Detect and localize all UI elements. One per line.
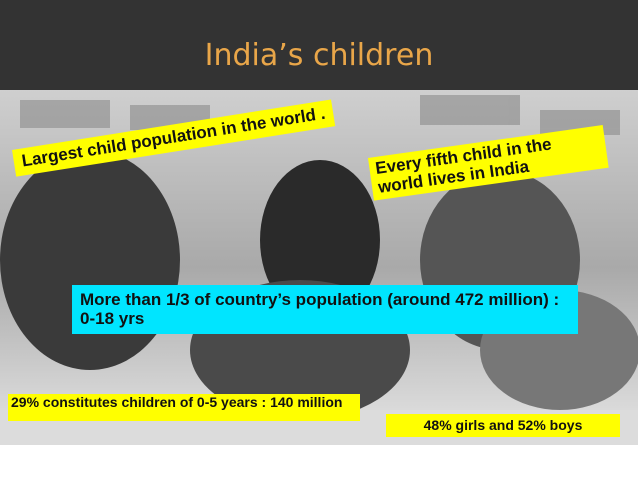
callout: 48% girls and 52% boys: [386, 414, 620, 438]
title-bar: India’s children: [0, 0, 638, 90]
callout: More than 1/3 of country’s population (a…: [72, 285, 578, 335]
slide-title: India’s children: [204, 38, 434, 73]
callout: 29% constitutes children of 0-5 years : …: [8, 394, 360, 421]
